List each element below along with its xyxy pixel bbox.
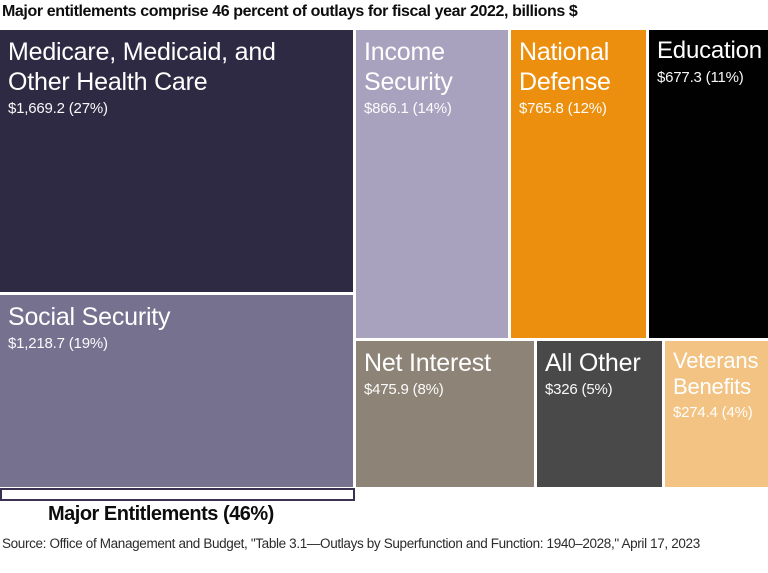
tile-value: $326 (5%) — [545, 381, 613, 398]
tile-value: $274.4 (4%) — [673, 403, 753, 421]
treemap: Medicare, Medicaid, and Other Health Car… — [0, 30, 768, 487]
tile-value: $1,218.7 (19%) — [8, 335, 108, 352]
tile-name: Education — [657, 37, 762, 64]
tile-name: National Defense — [519, 38, 611, 96]
treemap-tile-income-security: Income Security $866.1 (14%) — [356, 30, 508, 338]
tile-value: $677.3 (11%) — [657, 68, 744, 86]
tile-name: Net Interest — [364, 349, 491, 377]
treemap-tile-medicare-medicaid-health: Medicare, Medicaid, and Other Health Car… — [0, 30, 353, 292]
tile-name: Social Security — [8, 303, 171, 331]
tile-value: $866.1 (14%) — [364, 100, 452, 117]
treemap-tile-national-defense: National Defense $765.8 (12%) — [511, 30, 646, 338]
major-entitlements-label: Major Entitlements (46%) — [48, 503, 274, 525]
tile-name: Income Security — [364, 38, 453, 96]
major-entitlements-bracket — [0, 488, 355, 501]
tile-name: Veterans Benefits — [673, 348, 759, 400]
treemap-tile-education: Education $677.3 (11%) — [649, 30, 768, 338]
tile-value: $475.9 (8%) — [364, 381, 444, 398]
tile-name: Medicare, Medicaid, and Other Health Car… — [8, 38, 276, 96]
tile-value: $1,669.2 (27%) — [8, 100, 108, 117]
treemap-tile-social-security: Social Security $1,218.7 (19%) — [0, 295, 353, 487]
source-note: Source: Office of Management and Budget,… — [2, 536, 700, 551]
treemap-tile-all-other: All Other $326 (5%) — [537, 341, 662, 487]
treemap-tile-veterans-benefits: Veterans Benefits $274.4 (4%) — [665, 341, 768, 487]
tile-value: $765.8 (12%) — [519, 100, 607, 117]
tile-name: All Other — [545, 349, 641, 377]
chart-title: Major entitlements comprise 46 percent o… — [2, 3, 578, 20]
treemap-tile-net-interest: Net Interest $475.9 (8%) — [356, 341, 534, 487]
